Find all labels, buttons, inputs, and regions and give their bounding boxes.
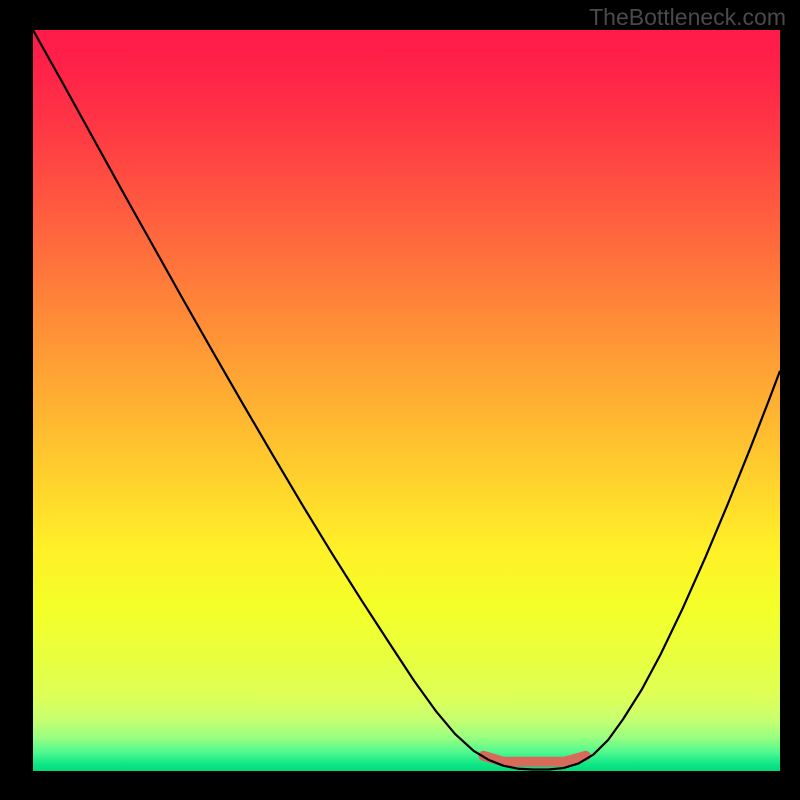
curve-overlay <box>33 30 780 771</box>
bottleneck-flat-marker <box>483 756 585 762</box>
chart-container: TheBottleneck.com <box>0 0 800 800</box>
watermark-text: TheBottleneck.com <box>589 4 786 31</box>
bottleneck-curve <box>33 30 780 770</box>
plot-area <box>33 30 780 771</box>
